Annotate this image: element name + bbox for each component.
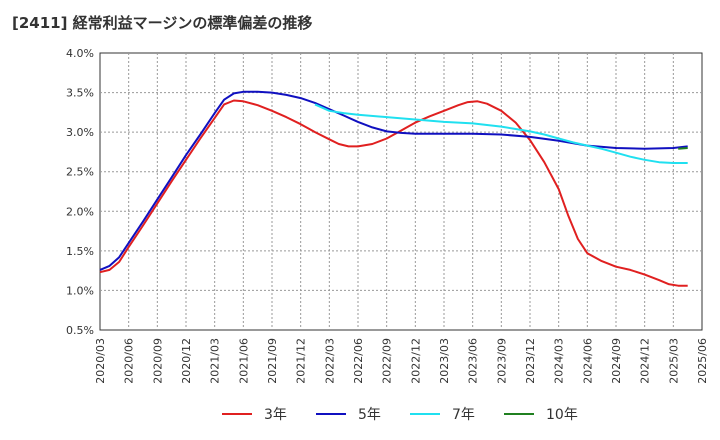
x-tick-label: 2025/06 xyxy=(696,338,709,384)
legend-label: 10年 xyxy=(546,407,578,423)
y-tick-label: 2.5% xyxy=(66,166,94,179)
legend: 3年 5年 7年 10年 xyxy=(222,407,578,423)
x-tick-label: 2020/09 xyxy=(151,338,164,384)
x-tick-label: 2020/03 xyxy=(94,338,107,384)
x-tick-label: 2022/09 xyxy=(381,338,394,384)
x-tick-label: 2021/12 xyxy=(295,338,308,384)
x-tick-label: 2023/06 xyxy=(467,338,480,384)
plot-area xyxy=(99,52,703,331)
x-tick-label: 2021/09 xyxy=(266,338,279,384)
series-line-2 xyxy=(99,90,688,271)
x-tick-label: 2022/06 xyxy=(352,338,365,384)
y-tick-label: 1.5% xyxy=(66,245,94,258)
series-line-4 xyxy=(678,147,688,150)
legend-label: 7年 xyxy=(452,407,475,423)
y-tick-label: 1.0% xyxy=(66,284,94,297)
x-tick-label: 2025/03 xyxy=(667,338,680,384)
x-tick-label: 2022/12 xyxy=(409,338,422,384)
x-tick-label: 2021/03 xyxy=(209,338,222,384)
y-axis-ticks: 0.5% 1.0% 1.5% 2.0% 2.5% 3.0% 3.5% 4.0% xyxy=(66,47,94,337)
chart-title: [2411] 経常利益マージンの標準偏差の推移 xyxy=(12,14,313,32)
x-tick-label: 2023/03 xyxy=(438,338,451,384)
x-tick-label: 2023/12 xyxy=(524,338,537,384)
x-tick-label: 2020/12 xyxy=(180,338,193,384)
x-tick-label: 2024/06 xyxy=(581,338,594,384)
x-tick-label: 2022/03 xyxy=(323,338,336,384)
x-tick-label: 2023/09 xyxy=(495,338,508,384)
x-tick-label: 2021/06 xyxy=(237,338,250,384)
x-tick-label: 2024/03 xyxy=(553,338,566,384)
legend-label: 3年 xyxy=(264,407,287,423)
y-tick-label: 3.0% xyxy=(66,126,94,139)
series-line-1 xyxy=(99,99,688,287)
x-axis-ticks: 2020/03 2020/06 2020/09 2020/12 2021/03 2021/… xyxy=(94,338,709,384)
y-tick-label: 3.5% xyxy=(66,87,94,100)
x-tick-label: 2020/06 xyxy=(123,338,136,384)
y-tick-label: 2.0% xyxy=(66,205,94,218)
legend-label: 5年 xyxy=(358,407,381,423)
x-tick-label: 2024/12 xyxy=(639,338,652,384)
series-lines xyxy=(99,90,688,287)
series-line-3 xyxy=(314,103,688,164)
x-tick-label: 2024/09 xyxy=(610,338,623,384)
y-tick-label: 0.5% xyxy=(66,324,94,337)
y-tick-label: 4.0% xyxy=(66,47,94,60)
